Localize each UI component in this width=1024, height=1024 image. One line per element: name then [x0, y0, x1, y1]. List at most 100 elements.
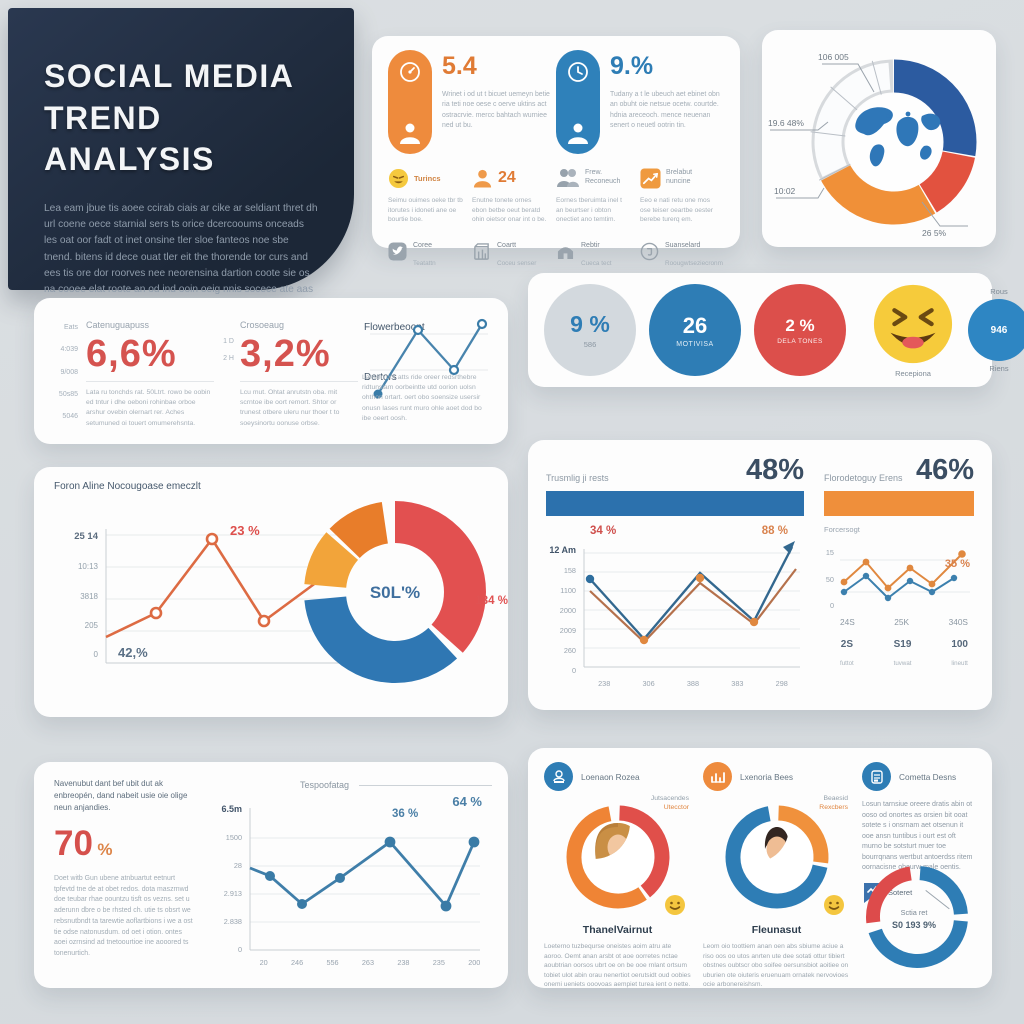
metric-column-1: Catenuguapuss 6,6% Lata ru tonchds rat. …	[86, 310, 214, 432]
page-title-line2: TREND ANALYSIS	[44, 99, 215, 178]
gauge-icon	[400, 62, 420, 82]
persona-side-block: Cometta Desns Losun tarnsiue oreere drat…	[862, 762, 976, 974]
mini-chart-x-labels: 24S 25K 340S	[840, 617, 968, 627]
side-donut-chart	[866, 866, 968, 968]
donut-side-label: 134 %	[475, 595, 508, 607]
metric-desc: Lata ru tonchds rat. 50Ltrt. rowo be oob…	[86, 389, 211, 427]
compare-right-block: Florodetoguy Erens 46% Forcersogt 35 % 1…	[824, 454, 974, 670]
metrics-card: Eats 4:039 9/008 50s85 5046 Catenuguapus…	[34, 298, 508, 444]
report-card: Navenubut dant bef ubit dut ak enbreopén…	[34, 762, 508, 988]
metric-value: 6,6%	[86, 333, 177, 375]
side-donut-center: Sctia ret S0 193 9%	[891, 908, 937, 930]
persona-donut-chart	[566, 805, 669, 909]
clock-icon	[568, 62, 588, 82]
smiley-emoji-icon	[664, 895, 685, 915]
persona-header: Loenaon Rozea	[581, 771, 640, 782]
persona-donut-chart	[725, 805, 828, 909]
circle-value: 946	[990, 324, 1008, 336]
page-title: SOCIAL MEDIA TREND ANALYSIS	[44, 56, 318, 181]
mini-desc: Eornes tberuimta inel t an beurtser i ob…	[556, 197, 622, 224]
persona-1: Loenaon Rozea Jutsacendes Utecctor	[544, 762, 691, 988]
bar-value: 48%	[745, 454, 804, 486]
report-intro: Navenubut dant bef ubit dut ak enbreopén…	[54, 779, 188, 812]
stat-circle-small-blue: 946	[968, 299, 1024, 361]
metric-desc: Lcu mut. Ohtat anrutstn oba. mit scrntoe…	[240, 389, 340, 427]
bar-value: 46%	[915, 454, 974, 486]
persona-name: ThanelVairnut	[582, 924, 653, 936]
page-title-line1: SOCIAL MEDIA	[44, 58, 295, 94]
kpi-stat-2: 9.% Tudany a t le ubeuch aet ebinet obn …	[556, 50, 724, 154]
stat-percent: %	[97, 840, 113, 859]
circle-sub: MOTIVISA	[676, 340, 714, 348]
persona-donut	[719, 799, 844, 920]
donut-center-label: S0L'%	[369, 583, 421, 602]
mini-line-chart	[840, 550, 970, 602]
person-badge-icon	[544, 762, 573, 791]
kpi-value: 5.4	[442, 52, 477, 80]
progress-bar-orange	[824, 491, 974, 516]
smiley-icon	[388, 168, 409, 188]
metric-column-3: Flowerbeoopt Dertors Lansen oor atts rid…	[358, 310, 490, 432]
mini-stat-sentiment: Turincs Seimu ouimes oeke tbr tb itorute…	[388, 166, 472, 225]
sparkline-chart	[370, 318, 488, 399]
circle-value: 2 %	[785, 315, 815, 335]
report-desc: Doet witb Gun ubene atnbuartut eetnurt t…	[54, 875, 193, 957]
stat-circle-blue: 26 MOTIVISA	[649, 284, 741, 376]
people-icon	[557, 169, 579, 187]
mini-label: Brelabut nuncine	[666, 169, 693, 185]
compare-line-chart	[583, 541, 800, 668]
annotation-34: 34 %	[590, 525, 617, 537]
compare-card: Trusmlig ji rests 48% 34 % 88 % 12 Am 15…	[528, 440, 992, 710]
trend-card: Foron Aline Nocougoase emeczlt 25 14 10:…	[34, 467, 508, 717]
circle-value: 9 %	[570, 311, 610, 337]
annotation-64: 64 %	[452, 794, 482, 809]
laughing-emoji-icon	[873, 284, 953, 364]
annotation-88: 88 %	[761, 525, 788, 537]
donut-callout-label: 106 005	[818, 52, 849, 62]
bird-icon	[388, 242, 407, 261]
globe-donut-card: 106 005 19.6 48% 10:02 26 5%	[762, 30, 996, 247]
mini-desc: Eeo e nati retu one mos ose teiser oeart…	[640, 197, 713, 224]
persona-tags: Beaesid Rexcbers	[819, 795, 848, 811]
persona-desc: Loeterno tuzbequrse oneistes aoim atru a…	[544, 943, 691, 989]
y-axis-labels: 25 14 10:13 3818 205 0	[74, 531, 98, 659]
document-badge-icon	[862, 762, 891, 791]
chat-circle-icon	[640, 242, 659, 261]
footer-label: Coree Teatattn	[413, 241, 436, 267]
kpi-value: 9.%	[610, 52, 654, 80]
bar-title: Trusmlig ji rests	[546, 473, 609, 483]
metric-column-2: Crosoeaug 3,2% Lcu mut. Ohtat anrutstn o…	[240, 310, 358, 432]
x-axis-labels: 20 246 556 263 238 235 200	[259, 958, 481, 967]
annotation-35: 35 %	[944, 558, 970, 570]
circle-sub: DELA TONES	[777, 337, 823, 345]
footer-item-home: Rebtir Cueca tect	[556, 234, 640, 270]
hero-panel: SOCIAL MEDIA TREND ANALYSIS Lea eam jbue…	[8, 8, 354, 366]
annotation-36: 36 %	[392, 808, 419, 820]
callout-lines	[770, 63, 968, 227]
chart-badge-icon	[703, 762, 732, 791]
mini-chart-label: Forcersogt	[824, 525, 860, 534]
persona-tags: Jutsacendes Utecctor	[650, 795, 689, 811]
donut-callout-label: 10:02	[774, 186, 796, 196]
circle-label-top: Rous	[990, 287, 1008, 296]
footer-item-building: Coartt Coceu senser	[472, 234, 556, 270]
footer-label: Rebtir Cueca tect	[581, 241, 612, 267]
kpi-pill-orange	[388, 50, 432, 154]
emoji-label: Recepiona	[895, 369, 931, 378]
circle-value: 26	[682, 312, 708, 338]
persona-header: Cometta Desns	[899, 771, 957, 782]
mini-desc: Seimu ouimes oeke tbr tb itorutes i idon…	[388, 197, 463, 224]
small-circle-stat: Rous 946 Riens	[968, 287, 1024, 373]
kpi-stat-1: 5.4 Wrinet i od ut t bicuet uemeyn betie…	[388, 50, 556, 154]
stat-circle-gray: 9 % 586	[544, 284, 636, 376]
building-icon	[474, 243, 489, 260]
circle-sub: 586	[583, 340, 597, 349]
stat-circle-red: 2 % DELA TONES	[754, 284, 846, 376]
report-line-chart	[249, 808, 480, 951]
persona-desc: Leom oio toottiem anan oen abs sbiume ac…	[703, 943, 849, 989]
metric-value: 3,2%	[240, 333, 331, 375]
persona-2: Lxenoria Bees Beaesid Rexcbers	[703, 762, 850, 988]
report-summary: Navenubut dant bef ubit dut ak enbreopén…	[54, 778, 194, 960]
y-axis-labels: 6.5m 1500 28 2.913 2.838 0	[221, 804, 242, 954]
